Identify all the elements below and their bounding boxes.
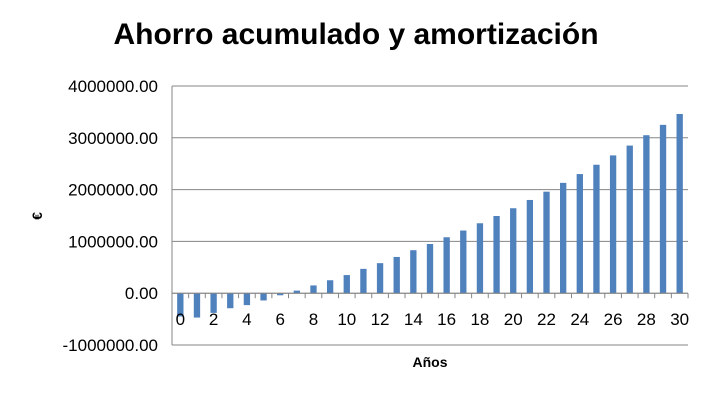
- bar-year-10: [343, 275, 350, 294]
- bar-year-17: [460, 230, 467, 294]
- y-tick-label: 4000000.00: [68, 77, 158, 96]
- x-tick-label: 30: [670, 310, 689, 329]
- x-tick-label: 18: [470, 310, 489, 329]
- bar-year-29: [659, 124, 667, 294]
- x-tick-label: 0: [176, 310, 185, 329]
- bar-year-14: [410, 250, 417, 294]
- y-tick-label: 3000000.00: [68, 129, 158, 148]
- bar-year-30: [676, 113, 683, 294]
- chart-title: Ahorro acumulado y amortización: [113, 18, 599, 51]
- bar-year-26: [609, 155, 617, 294]
- bar-year-8: [310, 285, 317, 294]
- bar-year-18: [476, 223, 484, 294]
- x-tick-label: 28: [637, 310, 656, 329]
- x-tick-label: 14: [404, 310, 423, 329]
- bar-year-21: [526, 199, 534, 294]
- y-axis-title: €: [29, 212, 45, 220]
- bar-year-12: [376, 263, 384, 294]
- y-tick-label: -1000000.00: [63, 336, 158, 355]
- x-tick-label: 22: [537, 310, 556, 329]
- x-tick-label: 26: [604, 310, 623, 329]
- x-axis-title: Años: [413, 354, 448, 370]
- x-tick-label: 20: [504, 310, 523, 329]
- bar-year-1: [193, 293, 201, 318]
- bar-year-11: [360, 268, 367, 294]
- bar-year-25: [593, 164, 600, 294]
- x-axis-ticks: 0 2 4 6 8 10 12 14 16 18 20 22 24 26 28 30: [171, 293, 689, 329]
- bar-year-19: [493, 216, 500, 294]
- bar-year-5: [260, 293, 267, 301]
- x-tick-label: 12: [371, 310, 390, 329]
- y-tick-label: 1000000.00: [68, 232, 158, 251]
- bar-year-27: [626, 145, 633, 294]
- bar-year-7: [293, 290, 301, 294]
- bar-year-20: [510, 208, 517, 294]
- bar-year-15: [426, 243, 434, 294]
- bar-year-13: [393, 256, 400, 294]
- bar-year-24: [576, 174, 583, 294]
- y-axis-ticks: -1000000.00 0.00 1000000.00 2000000.00 30000…: [63, 77, 158, 355]
- bar-year-28: [643, 135, 650, 294]
- x-tick-label: 8: [309, 310, 318, 329]
- bar-year-4: [243, 293, 251, 306]
- bar-year-2: [210, 293, 217, 313]
- x-tick-label: 4: [242, 310, 251, 329]
- x-tick-label: 16: [437, 310, 456, 329]
- y-tick-label: 0.00: [125, 284, 158, 303]
- bar-year-22: [543, 191, 550, 294]
- bar-year-3: [227, 293, 234, 309]
- bar-year-6: [277, 293, 284, 296]
- bar-year-9: [326, 280, 334, 294]
- y-tick-label: 2000000.00: [68, 181, 158, 200]
- x-tick-label: 2: [209, 310, 218, 329]
- bar-series: [177, 113, 683, 318]
- bar-year-16: [443, 237, 450, 294]
- x-tick-label: 10: [337, 310, 356, 329]
- bar-year-0: [177, 293, 184, 317]
- x-tick-label: 24: [570, 310, 589, 329]
- bar-year-23: [559, 182, 567, 294]
- x-tick-label: 6: [275, 310, 284, 329]
